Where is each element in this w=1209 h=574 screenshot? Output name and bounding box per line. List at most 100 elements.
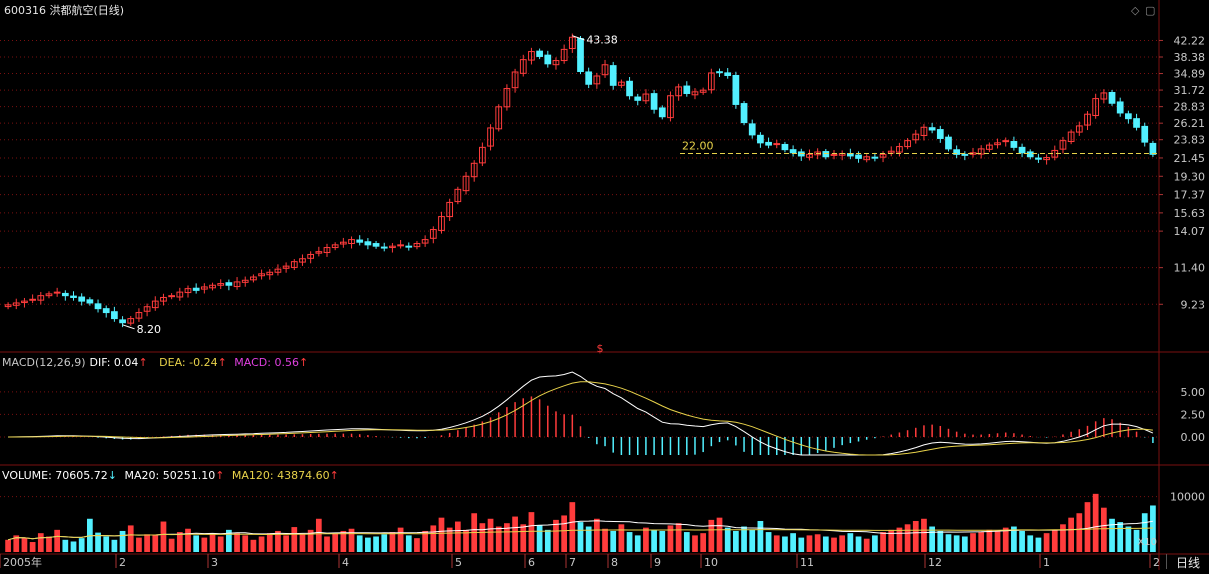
price-tick-label: 42.22: [1174, 34, 1206, 47]
candle-body: [389, 245, 396, 249]
volume-bar: [185, 528, 191, 552]
candle-body: [773, 143, 781, 146]
candle-body: [446, 201, 454, 218]
volume-bar: [397, 527, 404, 552]
ma120-value: MA120: 43874.60: [231, 469, 330, 482]
candle: [544, 50, 552, 68]
candle-body: [650, 93, 658, 110]
candle-body: [217, 283, 225, 286]
candle-body: [151, 300, 159, 309]
volume-bar: [430, 525, 437, 552]
volume-bar: [1117, 522, 1124, 552]
volume-bar: [692, 535, 698, 552]
diamond-icon[interactable]: ◇: [1131, 4, 1140, 17]
candle: [740, 100, 748, 126]
candle-body: [863, 156, 871, 161]
volume-bar: [46, 536, 52, 552]
macd-tick-label: 0.00: [1181, 431, 1206, 444]
candle: [61, 290, 69, 301]
volume-tick-label: 10000: [1170, 491, 1205, 504]
candle-body: [1149, 142, 1157, 155]
volume-bar: [528, 512, 535, 552]
arrow-down-icon: ↓: [107, 469, 117, 482]
candle-body: [699, 89, 707, 93]
candle: [176, 287, 184, 301]
candle: [928, 122, 936, 134]
volume-bar: [226, 529, 232, 552]
volume-bar: [986, 529, 993, 552]
ma20-value: MA20: 50251.10: [124, 469, 216, 482]
tab-daily[interactable]: 日线: [1166, 554, 1209, 570]
volume-bar: [961, 536, 968, 552]
volume-bar: [332, 533, 339, 552]
candle-body: [495, 106, 503, 130]
candle-body: [290, 261, 298, 268]
candle-body: [192, 287, 200, 291]
candle-body: [331, 244, 339, 249]
volume-bar: [446, 527, 453, 552]
candle-body: [568, 36, 576, 50]
candle: [707, 68, 715, 94]
volume-bar: [618, 524, 625, 552]
volume-bar: [78, 538, 85, 552]
volume-bar: [553, 519, 559, 552]
volume-bar: [953, 535, 960, 552]
candle-body: [1075, 125, 1083, 133]
candle: [716, 68, 723, 77]
candle: [487, 124, 494, 151]
candle-body: [127, 318, 135, 324]
candle-body: [887, 150, 895, 154]
signal-marker: $: [597, 342, 604, 355]
x-tick-label: 3: [211, 556, 218, 569]
volume-bar: [994, 530, 1001, 552]
candle-body: [307, 253, 315, 259]
volume-bar: [1019, 530, 1025, 552]
candle: [658, 105, 666, 120]
candle: [887, 146, 895, 157]
volume-bar: [847, 533, 854, 552]
arrow-up-icon: ↑: [138, 356, 148, 369]
volume-bar: [307, 529, 314, 552]
candle: [1067, 129, 1075, 145]
candle: [511, 68, 519, 93]
restore-window-icon[interactable]: ▢: [1145, 4, 1156, 17]
volume-bar: [504, 523, 510, 552]
volume-bar: [872, 535, 878, 552]
candle-body: [683, 85, 691, 94]
candle: [757, 132, 764, 148]
candle: [479, 142, 486, 167]
macd-tick-label: 2.50: [1181, 408, 1206, 421]
x-tick-label: 2005年: [3, 555, 42, 569]
volume-bar: [340, 530, 347, 552]
candle-body: [1141, 125, 1149, 143]
candle: [323, 243, 331, 257]
candle: [258, 269, 265, 280]
price-tick-label: 14.07: [1174, 225, 1206, 238]
volume-bar: [250, 539, 257, 552]
volume-bar: [741, 526, 747, 552]
macd-value: MACD: 0.56: [234, 356, 299, 369]
candle-body: [724, 72, 732, 76]
candle-body: [977, 148, 985, 155]
volume-bar: [945, 534, 952, 552]
candle: [519, 54, 527, 77]
volume-bar: [275, 530, 281, 552]
candle-body: [421, 239, 429, 244]
volume-bar: [5, 539, 11, 552]
candle-body: [21, 300, 28, 304]
candle-body: [1116, 101, 1124, 114]
candle-body: [928, 127, 936, 131]
volume-legend: VOLUME: 70605.72↓ MA20: 50251.10↑ MA120:…: [2, 469, 343, 482]
volume-bar: [773, 535, 780, 552]
candle-body: [1067, 131, 1075, 143]
candle-body: [896, 146, 903, 153]
volume-bar: [512, 516, 518, 552]
candle: [806, 149, 813, 161]
candle-body: [658, 107, 666, 118]
candle: [1075, 121, 1083, 136]
candle: [879, 151, 887, 163]
candle: [1100, 89, 1108, 104]
candle-body: [61, 292, 69, 297]
candle: [1141, 122, 1149, 147]
